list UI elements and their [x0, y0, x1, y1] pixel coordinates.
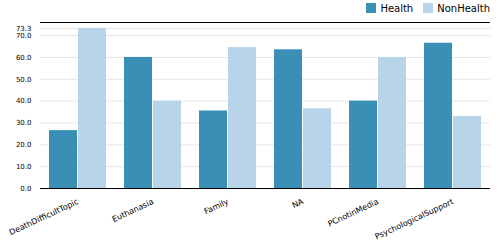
svg-text:20.0: 20.0: [16, 141, 32, 149]
svg-text:73.3: 73.3: [16, 25, 32, 33]
svg-text:DeathDifficultTopic: DeathDifficultTopic: [8, 197, 80, 237]
svg-text:60.0: 60.0: [16, 54, 32, 62]
svg-text:NA: NA: [291, 197, 306, 210]
svg-text:PsychologicalSupport: PsychologicalSupport: [374, 197, 455, 241]
svg-text:0.0: 0.0: [20, 185, 31, 193]
svg-text:PCnotinMedia: PCnotinMedia: [326, 197, 380, 228]
svg-text:70.0: 70.0: [16, 32, 32, 40]
svg-text:10.0: 10.0: [16, 163, 32, 171]
svg-text:40.0: 40.0: [16, 97, 32, 105]
svg-text:Euthanasia: Euthanasia: [111, 197, 155, 224]
svg-text:Family: Family: [203, 197, 230, 216]
svg-text:50.0: 50.0: [16, 76, 32, 84]
svg-text:30.0: 30.0: [16, 119, 32, 127]
html-text:Health: Health: [380, 2, 414, 14]
html-text:NonHealth: NonHealth: [437, 2, 490, 14]
